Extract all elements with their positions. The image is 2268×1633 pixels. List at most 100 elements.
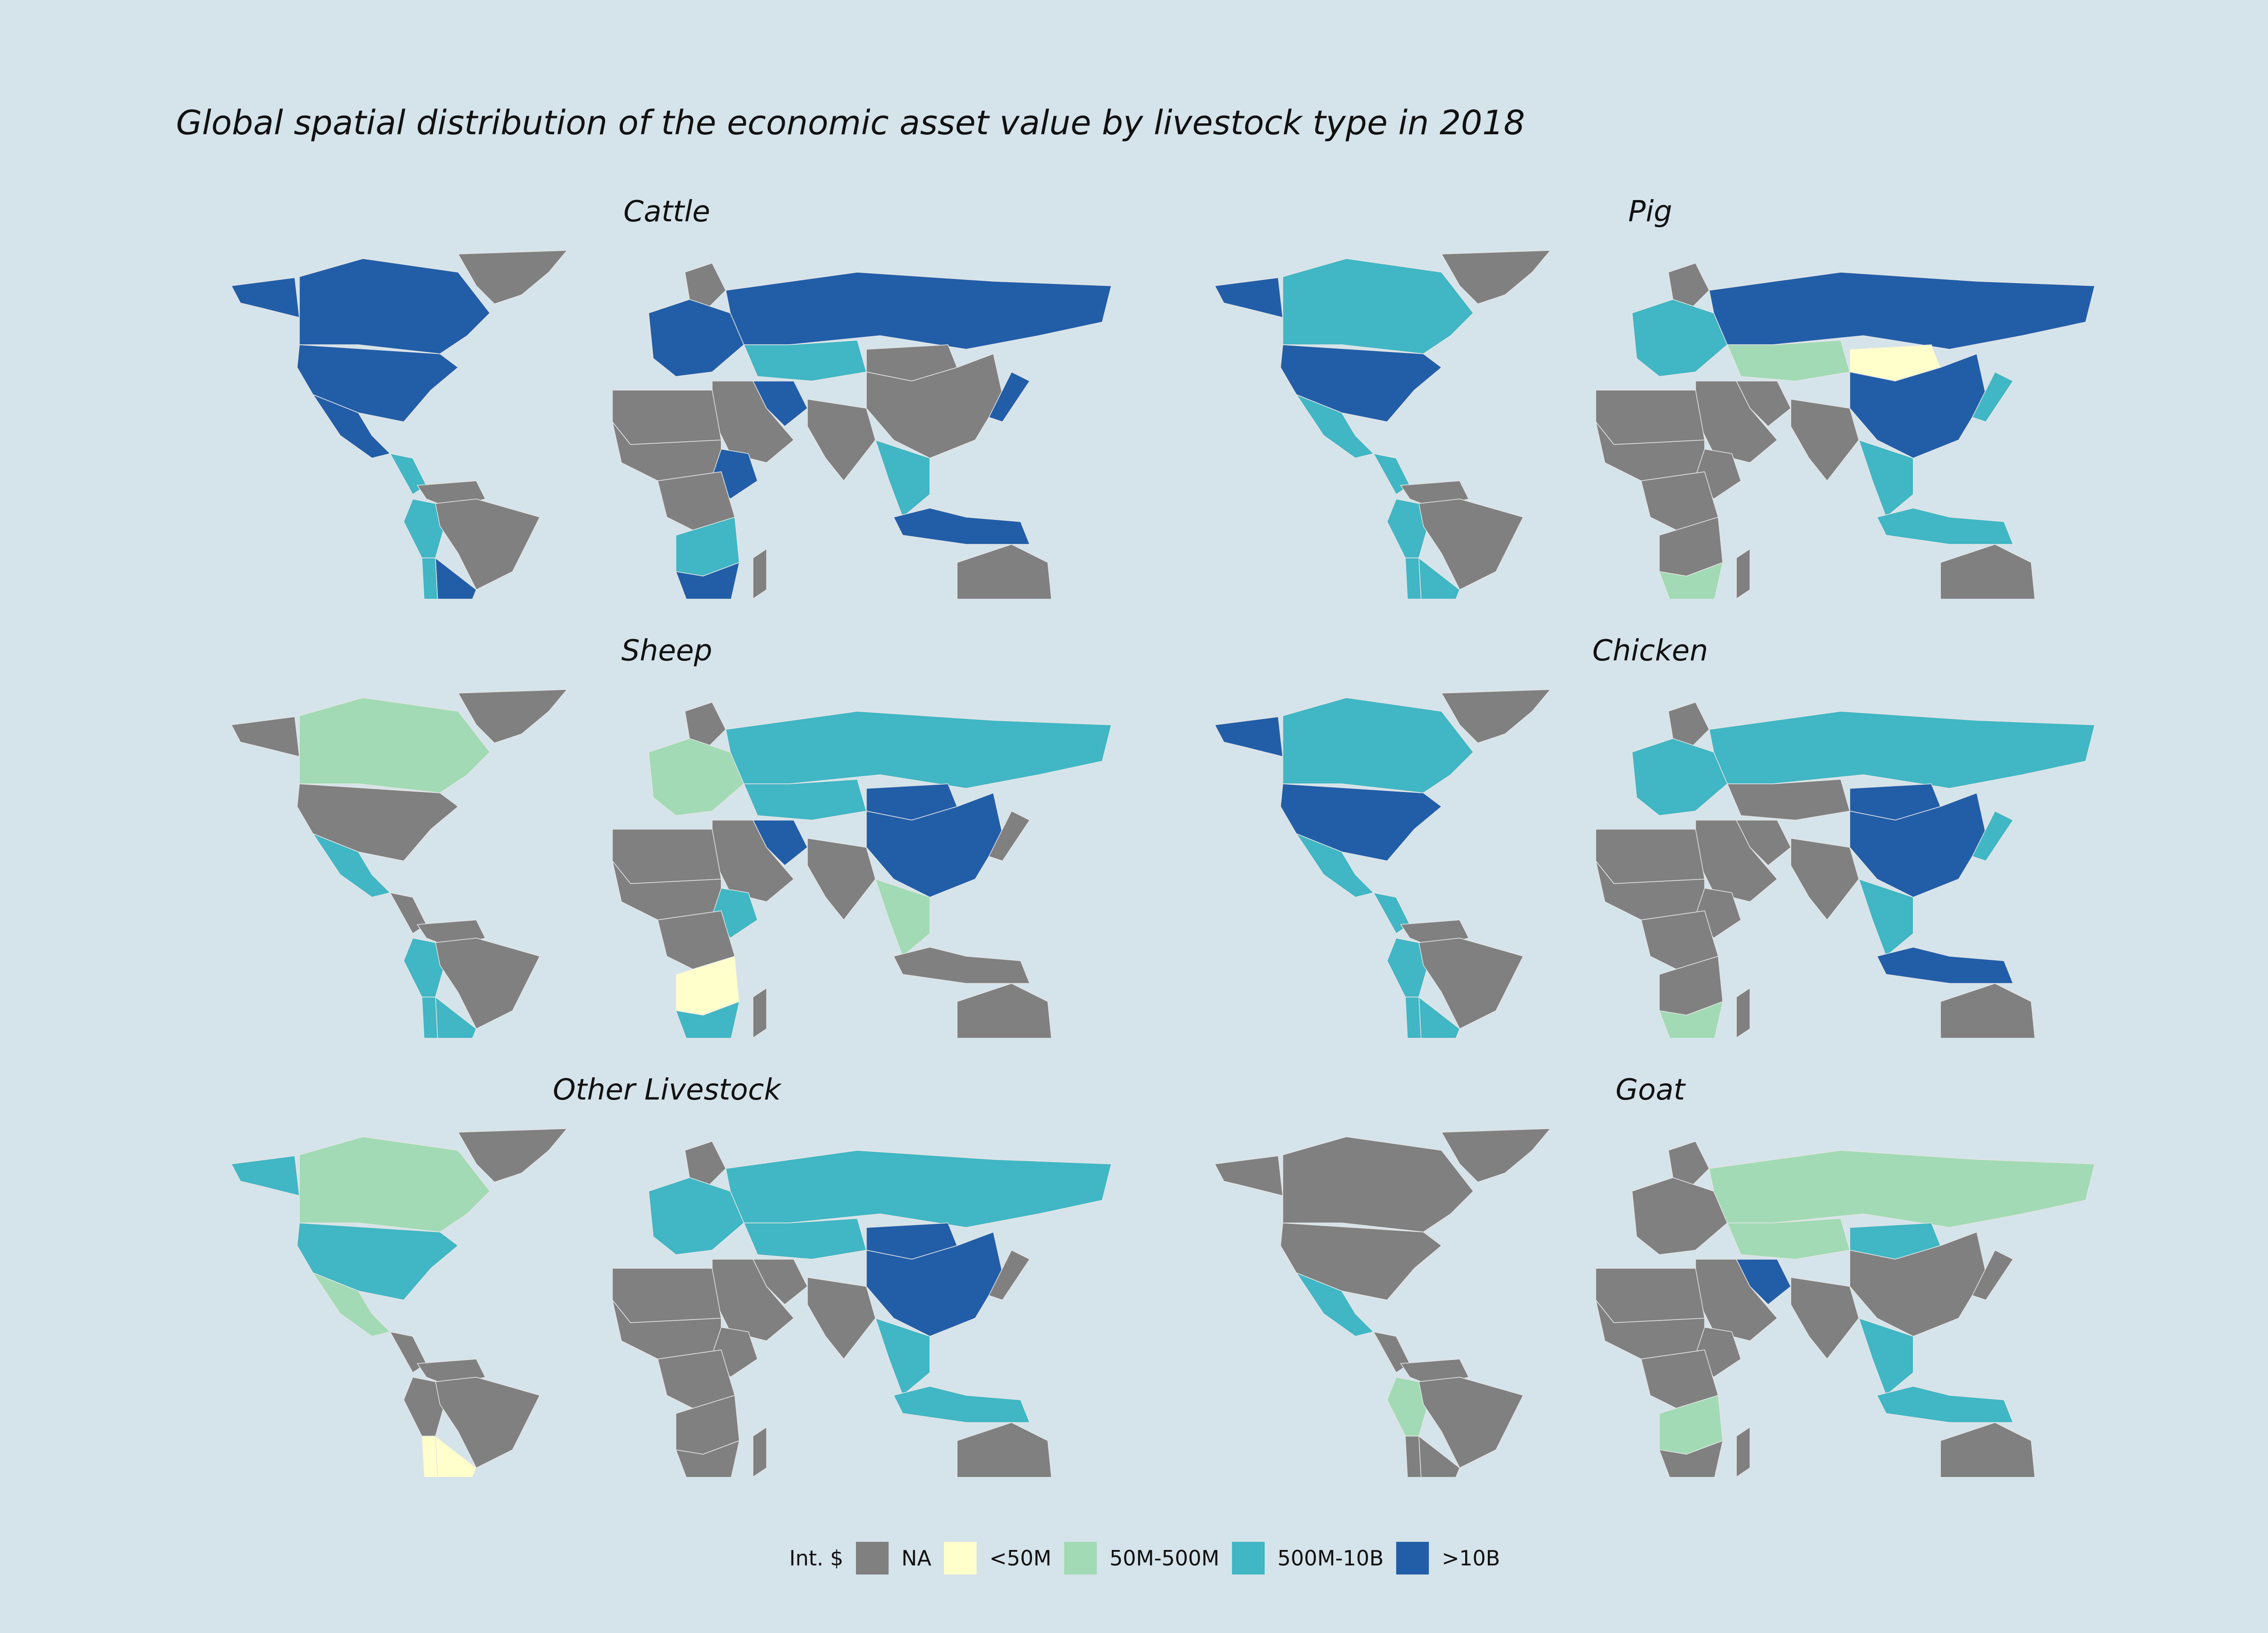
region-chile (1405, 557, 1422, 599)
legend-swatch (1064, 1542, 1097, 1574)
legend-label: <50M (989, 1546, 1051, 1570)
region-alaska (230, 277, 300, 318)
region-canada (1282, 697, 1474, 793)
region-chile (1405, 997, 1422, 1038)
region-australia (1940, 544, 2035, 599)
region-iran (1735, 1259, 1791, 1305)
region-russia (725, 1150, 1111, 1228)
legend-label: 500M-10B (1277, 1546, 1384, 1570)
region-south-africa (675, 562, 740, 599)
region-russia (1709, 711, 2095, 789)
region-chile (421, 557, 438, 599)
region-argentina (1418, 996, 1460, 1038)
region-iran (1735, 820, 1791, 866)
region-south-africa (675, 1001, 740, 1038)
region-north-africa (1595, 390, 1705, 445)
region-alaska (230, 1155, 300, 1196)
region-se-asia (1858, 878, 1914, 957)
region-greenland (457, 689, 568, 743)
region-madagascar (753, 987, 767, 1038)
region-australia (957, 544, 1052, 599)
panel-title-other-livestock: Other Livestock (552, 1073, 781, 1107)
region-usa (297, 344, 459, 422)
region-india (807, 838, 876, 921)
region-se-asia (1858, 439, 1914, 518)
legend-item-lt50m: <50M (944, 1542, 1051, 1574)
region-scandinavia (684, 1141, 726, 1187)
region-scandinavia (1668, 1141, 1710, 1187)
panel-pig: Pig (1206, 195, 2095, 603)
legend-title: Int. $ (789, 1546, 844, 1570)
legend-item-50m-500m: 50M-500M (1064, 1542, 1219, 1574)
region-madagascar (1736, 1426, 1750, 1477)
panel-sheep: Sheep (222, 634, 1111, 1042)
legend-item-gt10b: >10B (1396, 1542, 1500, 1574)
region-usa (1280, 783, 1442, 861)
legend-swatch (944, 1542, 977, 1574)
region-south-africa (675, 1440, 740, 1477)
region-greenland (1441, 1128, 1551, 1183)
legend-swatch (1396, 1542, 1429, 1574)
region-japan (988, 1249, 1031, 1301)
region-brazil (1418, 1377, 1524, 1469)
region-russia (1709, 1150, 2095, 1228)
region-kazakhstan (1726, 1218, 1850, 1260)
region-se-asia (875, 439, 930, 518)
region-south-africa (1658, 1440, 1724, 1477)
region-iran (752, 820, 808, 866)
region-indonesia (893, 508, 1031, 545)
region-argentina (435, 557, 477, 599)
region-greenland (457, 250, 568, 304)
panel-title-cattle: Cattle (623, 195, 710, 229)
region-indonesia (893, 947, 1031, 984)
region-kazakhstan (1726, 779, 1850, 821)
region-north-africa (612, 1268, 722, 1323)
region-brazil (1418, 499, 1524, 591)
region-iran (752, 1259, 808, 1305)
region-greenland (457, 1128, 568, 1183)
legend: Int. $ NA <50M 50M-500M 500M-10B >10B (789, 1540, 1513, 1576)
region-usa (297, 783, 459, 861)
region-kazakhstan (1726, 340, 1850, 381)
legend-item-500m-10b: 500M-10B (1232, 1542, 1383, 1574)
region-russia (725, 711, 1111, 789)
region-se-asia (1858, 1317, 1914, 1396)
region-japan (1971, 371, 2014, 422)
region-kazakhstan (743, 340, 867, 381)
region-alaska (230, 716, 300, 757)
region-usa (1280, 344, 1442, 422)
panel-title-sheep: Sheep (621, 634, 713, 668)
region-europe (1632, 1177, 1728, 1255)
region-madagascar (1736, 548, 1750, 599)
region-se-asia (875, 1317, 930, 1396)
region-usa (297, 1222, 459, 1301)
region-canada (299, 697, 490, 793)
region-india (1790, 1277, 1859, 1360)
region-argentina (435, 996, 477, 1038)
map-sheep (230, 689, 1111, 1038)
map-other-livestock (230, 1128, 1111, 1477)
region-indonesia (1876, 947, 2014, 984)
region-iran (752, 381, 808, 427)
region-europe (648, 1177, 744, 1255)
region-argentina (435, 1435, 477, 1477)
region-australia (1940, 983, 2035, 1038)
region-japan (988, 810, 1031, 861)
region-scandinavia (1668, 702, 1710, 748)
legend-label: NA (901, 1546, 932, 1570)
panel-chicken: Chicken (1206, 634, 2095, 1042)
region-russia (1709, 272, 2095, 350)
panel-title-goat: Goat (1615, 1073, 1685, 1107)
region-indonesia (1876, 508, 2014, 545)
panel-title-chicken: Chicken (1592, 634, 1708, 668)
region-europe (648, 299, 744, 377)
region-kazakhstan (743, 1218, 867, 1260)
region-india (807, 1277, 876, 1360)
region-se-asia (875, 878, 930, 957)
region-scandinavia (1668, 263, 1710, 309)
region-canada (1282, 258, 1474, 354)
region-japan (988, 371, 1031, 422)
region-scandinavia (684, 263, 726, 309)
region-europe (1632, 299, 1728, 377)
region-greenland (1441, 689, 1551, 743)
